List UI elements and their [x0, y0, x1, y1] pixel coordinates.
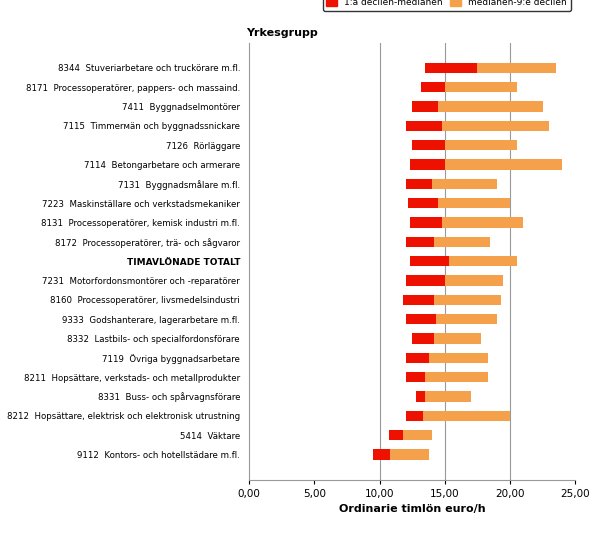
Bar — [406, 410, 423, 421]
Bar — [410, 256, 449, 266]
Bar — [406, 314, 436, 325]
X-axis label: Ordinarie timlön euro/h: Ordinarie timlön euro/h — [339, 504, 486, 514]
Bar — [406, 275, 445, 286]
Bar — [406, 237, 434, 247]
Bar — [445, 275, 503, 286]
Bar — [434, 333, 482, 344]
Bar — [406, 179, 432, 189]
Bar — [416, 391, 425, 402]
Bar — [436, 314, 497, 325]
Bar — [425, 62, 477, 73]
Bar — [373, 449, 390, 460]
Text: Yrkesgrupp: Yrkesgrupp — [246, 28, 317, 38]
Bar — [403, 295, 434, 305]
Bar — [412, 333, 434, 344]
Legend: 1:a decilen-medianen, medianen-9:e decilen: 1:a decilen-medianen, medianen-9:e decil… — [323, 0, 570, 11]
Bar — [408, 198, 438, 208]
Bar — [425, 372, 488, 383]
Bar — [432, 179, 497, 189]
Bar — [421, 82, 445, 92]
Bar — [412, 140, 445, 150]
Bar — [449, 256, 517, 266]
Bar — [438, 198, 510, 208]
Bar — [410, 159, 445, 170]
Bar — [403, 430, 432, 440]
Bar — [412, 101, 438, 112]
Bar — [438, 101, 543, 112]
Bar — [434, 237, 490, 247]
Bar — [429, 352, 488, 363]
Bar — [406, 120, 442, 131]
Bar — [445, 159, 562, 170]
Bar — [423, 410, 510, 421]
Bar — [434, 295, 501, 305]
Bar — [442, 217, 523, 228]
Bar — [425, 391, 471, 402]
Bar — [406, 352, 429, 363]
Bar — [445, 140, 517, 150]
Bar — [477, 62, 556, 73]
Bar — [442, 120, 549, 131]
Bar — [388, 430, 403, 440]
Bar — [410, 217, 442, 228]
Bar — [445, 82, 517, 92]
Bar — [390, 449, 429, 460]
Bar — [406, 372, 425, 383]
